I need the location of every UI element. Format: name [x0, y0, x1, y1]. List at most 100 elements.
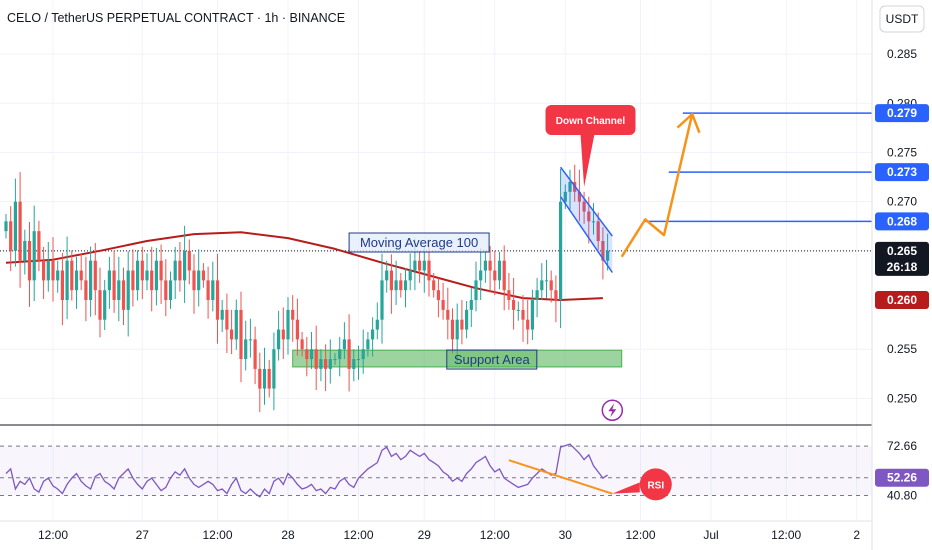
candle[interactable] — [79, 253, 83, 291]
candle[interactable] — [262, 347, 267, 405]
candle[interactable] — [107, 256, 111, 309]
candle[interactable] — [361, 329, 365, 374]
projection-line[interactable] — [620, 113, 694, 258]
candle[interactable] — [164, 259, 168, 317]
candle[interactable] — [84, 256, 88, 322]
candle[interactable] — [488, 245, 492, 293]
candle[interactable] — [206, 266, 210, 319]
candle[interactable] — [450, 308, 455, 354]
candle[interactable] — [342, 322, 346, 360]
candle[interactable] — [98, 267, 102, 338]
candle[interactable] — [385, 260, 389, 293]
candle[interactable] — [366, 332, 370, 357]
candle[interactable] — [154, 247, 158, 306]
candle[interactable] — [103, 279, 107, 331]
candle[interactable] — [244, 320, 248, 371]
candle[interactable] — [446, 287, 450, 340]
candle[interactable] — [535, 277, 539, 318]
candle[interactable] — [347, 314, 351, 392]
down-channel[interactable] — [559, 166, 613, 273]
candle[interactable] — [220, 300, 224, 333]
candle[interactable] — [399, 272, 403, 298]
candle[interactable] — [13, 178, 17, 267]
candle[interactable] — [18, 172, 22, 288]
candle[interactable] — [338, 336, 342, 377]
candle[interactable] — [239, 291, 243, 383]
candle[interactable] — [150, 246, 154, 312]
currency-badge[interactable]: USDT — [879, 5, 925, 33]
candle[interactable] — [178, 241, 182, 292]
candle[interactable] — [32, 205, 36, 302]
candle[interactable] — [136, 250, 140, 301]
candle[interactable] — [502, 245, 506, 311]
candle[interactable] — [596, 212, 600, 250]
candle[interactable] — [291, 295, 295, 342]
candle[interactable] — [126, 251, 130, 337]
candle[interactable] — [568, 169, 572, 210]
candle[interactable] — [309, 332, 314, 369]
resistance-levels[interactable] — [645, 112, 872, 223]
candle[interactable] — [60, 252, 64, 326]
candle[interactable] — [225, 293, 229, 354]
candle[interactable] — [319, 349, 323, 382]
candle[interactable] — [521, 295, 525, 342]
candle[interactable] — [305, 336, 309, 377]
candle[interactable] — [267, 360, 271, 398]
candle[interactable] — [601, 227, 605, 280]
candle[interactable] — [432, 272, 436, 298]
candle[interactable] — [554, 275, 558, 323]
moving-average-line[interactable] — [5, 231, 603, 301]
candle[interactable] — [455, 303, 459, 363]
rsi-divergence-line[interactable] — [508, 459, 613, 495]
candle[interactable] — [51, 237, 55, 302]
candle[interactable] — [89, 246, 93, 317]
candle[interactable] — [253, 326, 257, 385]
moving-average-100[interactable] — [5, 231, 603, 301]
candle[interactable] — [168, 271, 173, 309]
candle[interactable] — [159, 244, 163, 304]
candle[interactable] — [46, 241, 50, 292]
candle[interactable] — [314, 325, 318, 391]
candle[interactable] — [577, 169, 581, 222]
candle[interactable] — [389, 254, 393, 314]
candle[interactable] — [333, 353, 337, 365]
candle[interactable] — [117, 256, 121, 322]
candle[interactable] — [211, 261, 215, 312]
candle[interactable] — [559, 168, 563, 329]
candle[interactable] — [183, 225, 187, 303]
candle[interactable] — [394, 260, 398, 305]
candle[interactable] — [74, 256, 79, 309]
candle[interactable] — [493, 250, 497, 296]
candle[interactable] — [483, 250, 487, 283]
candle[interactable] — [272, 332, 276, 411]
candle[interactable] — [215, 253, 220, 344]
candle[interactable] — [530, 289, 534, 340]
candle[interactable] — [380, 253, 384, 344]
candle[interactable] — [230, 309, 234, 355]
candle[interactable] — [469, 287, 473, 328]
candle[interactable] — [356, 345, 361, 380]
candle[interactable] — [591, 203, 596, 235]
candle[interactable] — [131, 249, 135, 307]
candle[interactable] — [65, 236, 69, 320]
candle[interactable] — [70, 250, 74, 301]
candle[interactable] — [479, 248, 483, 301]
candle[interactable] — [512, 277, 516, 330]
candle[interactable] — [56, 260, 60, 293]
candle[interactable] — [497, 251, 502, 290]
candle[interactable] — [403, 268, 408, 308]
candle[interactable] — [324, 344, 328, 392]
down-channel-lower[interactable] — [559, 196, 613, 273]
candle[interactable] — [173, 246, 177, 300]
candle[interactable] — [474, 261, 478, 312]
candle[interactable] — [121, 267, 126, 326]
candle[interactable] — [436, 277, 440, 318]
candle[interactable] — [549, 270, 553, 303]
rsi-line[interactable] — [5, 443, 608, 498]
candle[interactable] — [460, 300, 464, 345]
projection-path[interactable] — [620, 112, 701, 258]
candle[interactable] — [192, 254, 196, 314]
candle[interactable] — [418, 250, 422, 283]
candle[interactable] — [422, 245, 426, 293]
